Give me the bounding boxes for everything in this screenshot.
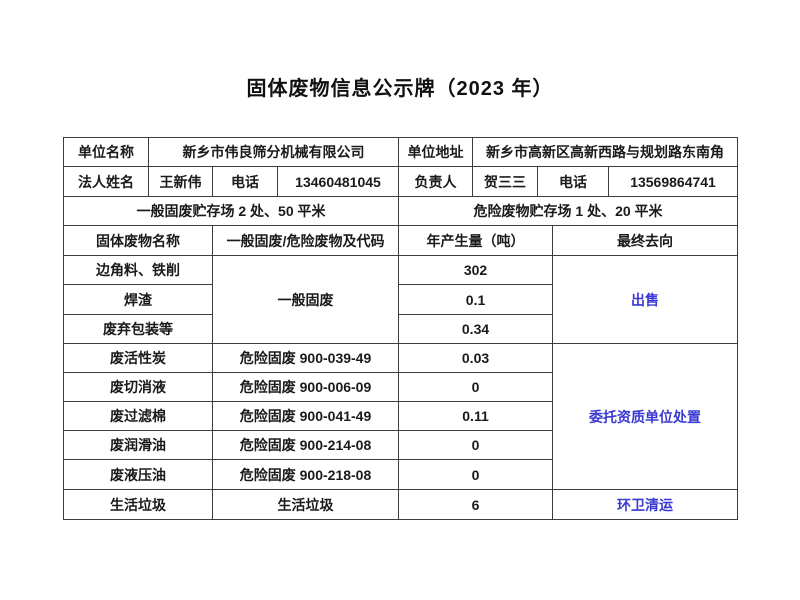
hazard-storage-cell: 危险废物贮存场 1 处、20 平米	[398, 196, 739, 226]
waste-name: 废液压油	[63, 459, 213, 490]
legal-person-value: 王新伟	[148, 166, 213, 197]
waste-name: 边角料、铁削	[63, 255, 213, 285]
waste-code: 危险固废 900-218-08	[211, 459, 400, 490]
waste-info-table: 单位名称 新乡市伟良筛分机械有限公司 单位地址 新乡市高新区高新西路与规划路东南…	[62, 137, 739, 520]
manager-value: 贺三三	[472, 166, 539, 197]
waste-name: 生活垃圾	[63, 489, 213, 520]
waste-header-row: 固体废物名称 一般固废/危险废物及代码 年产生量（吨） 最终去向	[63, 225, 739, 256]
waste-row: 废活性炭 危险固废 900-039-49 0.03 委托资质单位处置	[63, 343, 739, 490]
waste-amount: 0.03	[398, 343, 554, 373]
waste-row: 废过滤棉 危险固废 900-041-49 0.11	[63, 401, 738, 431]
phone1-value: 13460481045	[276, 166, 400, 197]
waste-amount: 302	[398, 255, 554, 285]
waste-amount: 0.11	[398, 401, 554, 431]
waste-code: 危险固废 900-006-09	[211, 372, 400, 402]
waste-amount: 0.1	[398, 284, 554, 315]
general-category-cell: 一般固废	[211, 255, 400, 344]
header-annual-amount: 年产生量（吨）	[398, 225, 554, 256]
hazardous-destination-cell: 委托资质单位处置	[552, 343, 739, 490]
waste-name: 废弃包装等	[63, 314, 213, 344]
waste-row: 废弃包装等 0.34	[63, 314, 738, 344]
waste-code: 危险固废 900-214-08	[211, 430, 400, 460]
waste-name: 废润滑油	[63, 430, 213, 460]
page-title: 固体废物信息公示牌（2023 年）	[246, 78, 554, 100]
unit-info-row: 单位名称 新乡市伟良筛分机械有限公司 单位地址 新乡市高新区高新西路与规划路东南…	[63, 137, 739, 167]
waste-code: 危险固废 900-039-49	[211, 343, 400, 373]
waste-amount: 6	[398, 489, 554, 520]
waste-amount: 0	[398, 372, 554, 402]
manager-label: 负责人	[398, 166, 474, 197]
legal-person-label: 法人姓名	[63, 166, 149, 197]
household-destination-cell: 环卫清运	[552, 489, 739, 520]
waste-name: 焊渣	[63, 284, 213, 315]
waste-row: 废切消液 危险固废 900-006-09 0	[63, 372, 738, 402]
unit-name-label: 单位名称	[63, 137, 149, 167]
waste-amount: 0.34	[398, 314, 554, 344]
header-waste-code: 一般固废/危险废物及代码	[211, 225, 400, 256]
waste-name: 废活性炭	[63, 343, 213, 373]
waste-row: 焊渣 0.1	[63, 284, 738, 315]
unit-address-label: 单位地址	[398, 137, 474, 167]
waste-name: 废切消液	[63, 372, 213, 402]
waste-amount: 0	[398, 459, 554, 490]
waste-row: 生活垃圾 生活垃圾 6 环卫清运	[63, 489, 739, 520]
phone2-label: 电话	[537, 166, 610, 197]
unit-address-value: 新乡市高新区高新西路与规划路东南角	[472, 137, 739, 167]
general-storage-cell: 一般固废贮存场 2 处、50 平米	[62, 196, 400, 226]
header-destination: 最终去向	[552, 225, 739, 256]
general-destination-cell: 出售	[552, 255, 739, 344]
waste-row: 废液压油 危险固废 900-218-08 0	[63, 459, 738, 490]
storage-row: 一般固废贮存场 2 处、50 平米 危险废物贮存场 1 处、20 平米	[62, 196, 739, 226]
waste-row: 边角料、铁削 一般固废 302 出售	[63, 255, 739, 344]
waste-code: 生活垃圾	[211, 489, 400, 520]
phone1-label: 电话	[212, 166, 278, 197]
waste-row: 废润滑油 危险固废 900-214-08 0	[63, 430, 738, 460]
waste-amount: 0	[398, 430, 554, 460]
waste-name: 废过滤棉	[63, 401, 213, 431]
contacts-row: 法人姓名 王新伟 电话 13460481045 负责人 贺三三 电话 13569…	[63, 166, 739, 197]
waste-code: 危险固废 900-041-49	[211, 401, 400, 431]
unit-name-value: 新乡市伟良筛分机械有限公司	[147, 137, 400, 167]
phone2-value: 13569864741	[608, 166, 739, 197]
header-waste-name: 固体废物名称	[63, 225, 213, 256]
